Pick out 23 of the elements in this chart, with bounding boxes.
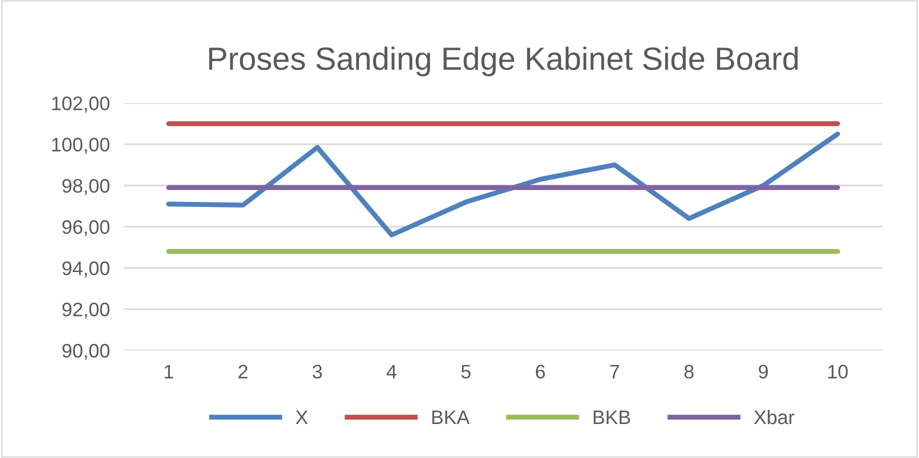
line-series — [166, 132, 840, 238]
x-tick-label: 5 — [461, 364, 471, 379]
x-tick-label: 1 — [164, 364, 174, 378]
x-tick-label: 8 — [684, 364, 694, 379]
y-tick-label: 98,00 — [62, 178, 110, 196]
x-tick-label: 3 — [312, 364, 322, 379]
x-tick-label: 4 — [386, 364, 396, 378]
chart-title: Proses Sanding Edge Kabinet Side Board — [209, 46, 798, 76]
x-tick-label: 6 — [536, 364, 545, 379]
y-tick-label: 92,00 — [62, 302, 110, 319]
x-tick-label: 9 — [758, 364, 768, 379]
legend-label: X — [296, 410, 308, 424]
y-tick-label: 90,00 — [62, 344, 110, 360]
y-tick-label: 102,00 — [52, 96, 110, 113]
y-tick-label: 94,00 — [62, 261, 110, 278]
x-tick-label: 7 — [610, 364, 620, 378]
legend-label: Xbar — [754, 410, 794, 424]
y-tick-label: 96,00 — [62, 220, 110, 236]
legend-label: BKB — [594, 410, 630, 424]
y-tick-label: 100,00 — [52, 138, 110, 154]
x-tick-label: 10 — [828, 364, 848, 379]
legend-label: BKA — [432, 410, 470, 424]
x-tick-label: 2 — [238, 364, 248, 378]
